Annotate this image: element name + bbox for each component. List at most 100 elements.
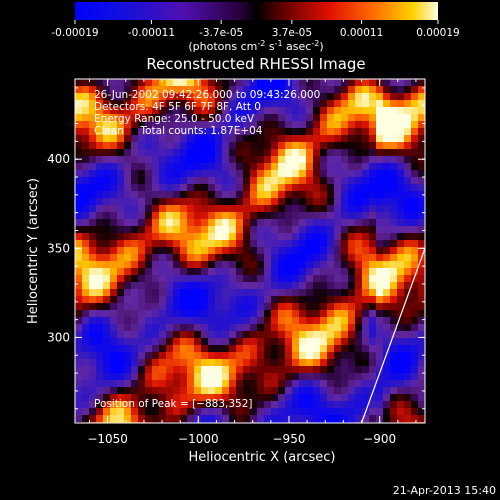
heatmap-cell [215, 107, 222, 114]
heatmap-cell [243, 366, 250, 373]
heatmap-cell [152, 219, 159, 226]
heatmap-cell [243, 79, 250, 86]
heatmap-cell [383, 226, 390, 233]
heatmap-cell [418, 247, 425, 254]
heatmap-cell [117, 303, 124, 310]
heatmap-cell [75, 191, 82, 198]
heatmap-cell [320, 296, 327, 303]
heatmap-cell [159, 149, 166, 156]
heatmap-cell [243, 373, 250, 380]
heatmap-cell [222, 156, 229, 163]
heatmap-cell [285, 107, 292, 114]
heatmap-cell [103, 324, 110, 331]
heatmap-cell [362, 387, 369, 394]
heatmap-cell [117, 261, 124, 268]
heatmap-cell [159, 170, 166, 177]
heatmap-cell [271, 296, 278, 303]
heatmap-cell [376, 247, 383, 254]
heatmap-cell [96, 317, 103, 324]
heatmap-cell [369, 219, 376, 226]
heatmap-cell [397, 254, 404, 261]
heatmap-cell [187, 121, 194, 128]
heatmap-cell [264, 93, 271, 100]
heatmap-cell [320, 205, 327, 212]
heatmap-cell [236, 268, 243, 275]
heatmap-cell [292, 247, 299, 254]
heatmap-cell [362, 184, 369, 191]
heatmap-cell [229, 380, 236, 387]
heatmap-cell [180, 184, 187, 191]
heatmap-cell [383, 401, 390, 408]
heatmap-cell [180, 86, 187, 93]
heatmap-cell [271, 317, 278, 324]
heatmap-cell [159, 219, 166, 226]
heatmap-cell [418, 387, 425, 394]
heatmap-cell [306, 240, 313, 247]
heatmap-cell [299, 226, 306, 233]
heatmap-cell [117, 226, 124, 233]
heatmap-cell [124, 401, 131, 408]
heatmap-cell [285, 86, 292, 93]
heatmap-cell [320, 401, 327, 408]
heatmap-cell [313, 79, 320, 86]
heatmap-cell [131, 107, 138, 114]
heatmap-cell [369, 107, 376, 114]
heatmap-cell [348, 352, 355, 359]
heatmap-cell [187, 275, 194, 282]
heatmap-cell [152, 268, 159, 275]
heatmap-cell [229, 345, 236, 352]
heatmap-cell [292, 366, 299, 373]
heatmap-cell [243, 387, 250, 394]
heatmap-cell [82, 149, 89, 156]
heatmap-cell [166, 268, 173, 275]
heatmap-cell [278, 275, 285, 282]
heatmap-cell [271, 268, 278, 275]
heatmap-cell [334, 212, 341, 219]
heatmap-cell [376, 226, 383, 233]
heatmap-cell [187, 163, 194, 170]
heatmap-cell [278, 352, 285, 359]
heatmap-cell [166, 415, 173, 422]
heatmap-cell [369, 387, 376, 394]
heatmap-cell [369, 93, 376, 100]
heatmap-cell [397, 149, 404, 156]
heatmap-cell [348, 408, 355, 415]
heatmap-cell [194, 226, 201, 233]
heatmap-cell [236, 331, 243, 338]
heatmap-cell [201, 198, 208, 205]
heatmap-cell [299, 212, 306, 219]
heatmap-cell [355, 170, 362, 177]
heatmap-cell [327, 254, 334, 261]
heatmap-cell [271, 359, 278, 366]
heatmap-cell [222, 317, 229, 324]
info-line-detectors: Detectors: 4F 5F 6F 7F 8F, Att 0 [94, 101, 261, 113]
heatmap-cell [222, 289, 229, 296]
heatmap-cell [96, 289, 103, 296]
heatmap-cell [250, 93, 257, 100]
heatmap-cell [236, 359, 243, 366]
heatmap-cell [278, 93, 285, 100]
heatmap-cell [103, 184, 110, 191]
heatmap-cell [138, 310, 145, 317]
heatmap-cell [208, 86, 215, 93]
heatmap-cell [404, 310, 411, 317]
heatmap-cell [355, 86, 362, 93]
heatmap-cell [194, 345, 201, 352]
heatmap-cell [376, 338, 383, 345]
heatmap-cell [418, 331, 425, 338]
heatmap-cell [131, 156, 138, 163]
heatmap-cell [362, 303, 369, 310]
heatmap-cell [187, 149, 194, 156]
heatmap-cell [327, 275, 334, 282]
heatmap-cell [285, 198, 292, 205]
heatmap-cell [82, 198, 89, 205]
heatmap-cell [75, 373, 82, 380]
heatmap-cell [320, 310, 327, 317]
heatmap-cell [320, 338, 327, 345]
heatmap-cell [341, 212, 348, 219]
heatmap-cell [96, 86, 103, 93]
heatmap-cell [348, 394, 355, 401]
heatmap-cell [383, 247, 390, 254]
heatmap-cell [89, 219, 96, 226]
